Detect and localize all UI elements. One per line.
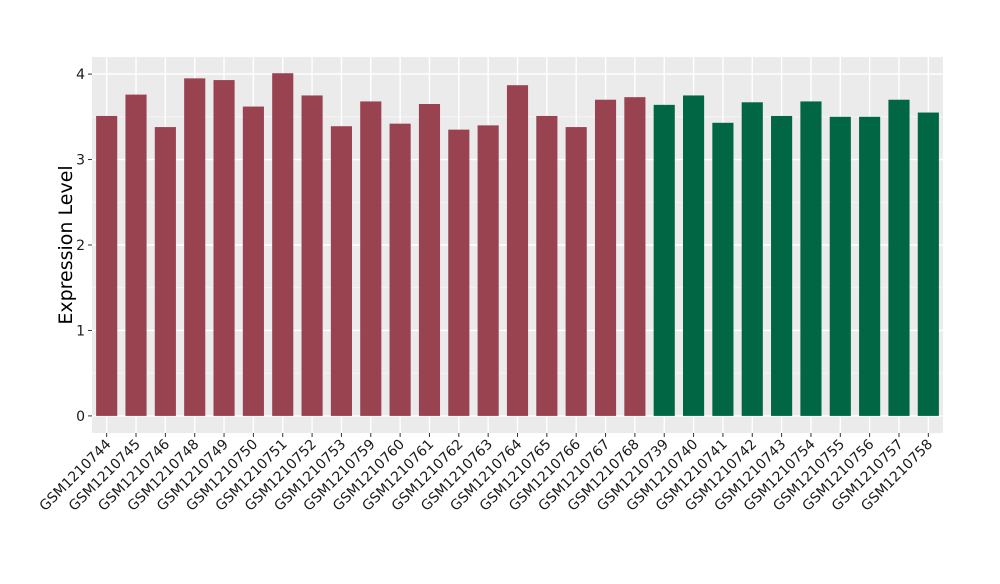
bar-GSM1210768 [624, 97, 646, 416]
bar-GSM1210753 [330, 126, 352, 416]
y-axis: 0 1 2 3 4 [76, 67, 92, 425]
bar-GSM1210756 [859, 116, 881, 416]
bar-GSM1210752 [301, 95, 323, 416]
y-tick-label: 3 [76, 153, 85, 169]
bar-GSM1210740 [683, 95, 705, 416]
bar-GSM1210751 [272, 73, 294, 416]
y-tick-label: 2 [76, 238, 85, 254]
bar-GSM1210767 [594, 99, 617, 416]
bar-GSM1210739 [653, 104, 675, 416]
bars-group [96, 73, 939, 416]
bar-GSM1210761 [418, 104, 441, 416]
bar-GSM1210743 [771, 115, 793, 416]
bar-GSM1210742 [741, 102, 763, 416]
x-axis: GSM1210744GSM1210745GSM1210746GSM1210748… [37, 433, 936, 514]
y-axis-title: Expression Level [55, 165, 77, 324]
bar-GSM1210758 [917, 112, 939, 416]
bar-GSM1210754 [800, 101, 822, 416]
bar-GSM1210741 [712, 122, 734, 416]
bar-GSM1210764 [506, 85, 529, 416]
bar-GSM1210766 [565, 127, 587, 416]
bar-GSM1210755 [829, 116, 851, 416]
bar-GSM1210746 [154, 127, 176, 416]
bar-GSM1210745 [125, 94, 147, 416]
y-tick-label: 0 [76, 409, 85, 425]
bar-GSM1210760 [389, 123, 411, 416]
bar-GSM1210744 [96, 115, 118, 416]
bar-GSM1210762 [448, 129, 470, 416]
bar-GSM1210757 [888, 99, 910, 416]
bar-GSM1210763 [477, 125, 499, 416]
y-tick-label: 1 [76, 323, 85, 339]
bar-GSM1210749 [213, 80, 235, 416]
bar-GSM1210759 [360, 101, 382, 416]
bar-GSM1210748 [184, 78, 206, 416]
y-tick-label: 4 [76, 67, 85, 83]
bar-GSM1210765 [536, 115, 558, 416]
bar-GSM1210750 [242, 106, 264, 416]
